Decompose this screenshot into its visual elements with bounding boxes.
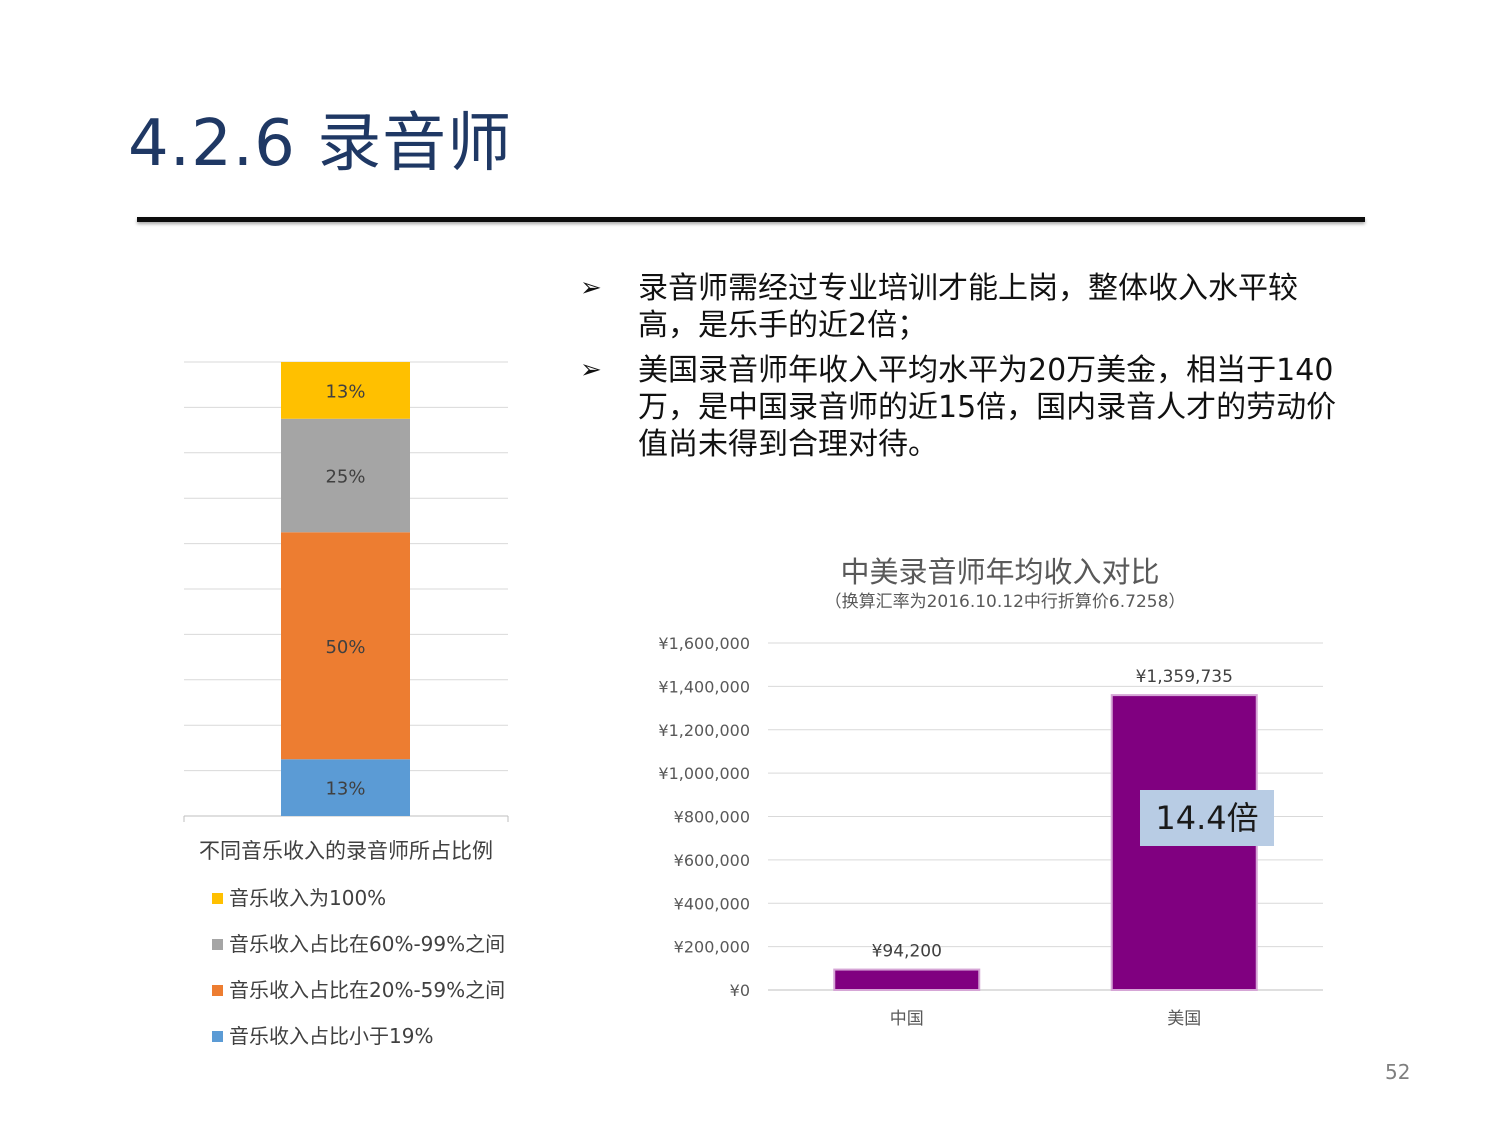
stacked-segment-label: 50% bbox=[325, 637, 365, 658]
income-chart-title: 中美录音师年均收入对比 bbox=[840, 555, 1159, 589]
stacked-bar-segment bbox=[281, 759, 410, 816]
arrow-bullet-icon: ➢ bbox=[580, 273, 602, 303]
bullet-item: ➢ 录音师需经过专业培训才能上岗，整体收入水平较高，是乐手的近2倍； bbox=[578, 270, 1348, 344]
page-number: 52 bbox=[1385, 1060, 1411, 1084]
income-y-tick-label: ¥600,000 bbox=[674, 851, 750, 870]
arrow-bullet-icon: ➢ bbox=[580, 355, 602, 385]
stacked-segment-label: 13% bbox=[325, 381, 365, 402]
stacked-bar-segment bbox=[281, 418, 410, 533]
legend-label: 音乐收入占比在20%-59%之间 bbox=[229, 978, 506, 1002]
bullet-list: ➢ 录音师需经过专业培训才能上岗，整体收入水平较高，是乐手的近2倍； ➢ 美国录… bbox=[578, 270, 1348, 471]
legend-item: 音乐收入占比小于19% bbox=[212, 1013, 505, 1059]
ratio-callout: 14.4倍 bbox=[1140, 790, 1274, 846]
legend-swatch bbox=[212, 1030, 223, 1042]
stacked-bar-segment bbox=[281, 532, 410, 760]
bullet-text: 录音师需经过专业培训才能上岗，整体收入水平较高，是乐手的近2倍； bbox=[638, 271, 1298, 343]
income-y-tick-label: ¥1,000,000 bbox=[658, 764, 750, 783]
legend-item: 音乐收入为100% bbox=[212, 875, 505, 921]
legend-swatch bbox=[212, 892, 223, 904]
income-y-tick-label: ¥800,000 bbox=[674, 808, 750, 827]
income-y-tick-label: ¥400,000 bbox=[674, 894, 750, 913]
income-y-tick-label: ¥1,400,000 bbox=[658, 677, 750, 696]
income-chart-subtitle: （换算汇率为2016.10.12中行折算价6.7258） bbox=[825, 592, 1186, 612]
slide-title: 4.2.6 录音师 bbox=[128, 107, 513, 181]
legend-item: 音乐收入占比在20%-59%之间 bbox=[212, 967, 505, 1013]
legend-label: 音乐收入占比在60%-99%之间 bbox=[229, 932, 506, 956]
income-y-tick-label: ¥1,200,000 bbox=[658, 721, 750, 740]
income-bar bbox=[833, 968, 981, 991]
income-x-tick-label: 中国 bbox=[890, 1009, 924, 1029]
stacked-chart-title: 不同音乐收入的录音师所占比例 bbox=[199, 839, 493, 863]
income-y-tick-label: ¥1,600,000 bbox=[658, 634, 750, 653]
income-y-tick-label: ¥0 bbox=[730, 981, 750, 1000]
bullet-item: ➢ 美国录音师年收入平均水平为20万美金，相当于140万，是中国录音师的近15倍… bbox=[578, 352, 1348, 463]
legend-swatch bbox=[212, 938, 223, 950]
legend-label: 音乐收入占比小于19% bbox=[229, 1024, 434, 1048]
stacked-chart-legend: 音乐收入为100% 音乐收入占比在60%-99%之间 音乐收入占比在20%-59%之… bbox=[212, 875, 505, 1059]
bullet-text: 美国录音师年收入平均水平为20万美金，相当于140万，是中国录音师的近15倍，国… bbox=[638, 353, 1337, 462]
legend-item: 音乐收入占比在60%-99%之间 bbox=[212, 921, 505, 967]
stacked-segment-label: 25% bbox=[325, 467, 365, 488]
legend-label: 音乐收入为100% bbox=[229, 886, 387, 910]
title-divider bbox=[137, 217, 1365, 222]
stacked-segment-label: 13% bbox=[325, 779, 365, 800]
stacked-bar-segment bbox=[281, 362, 410, 419]
income-data-label: ¥94,200 bbox=[872, 942, 942, 962]
income-data-label: ¥1,359,735 bbox=[1136, 667, 1233, 687]
income-y-tick-label: ¥200,000 bbox=[674, 938, 750, 957]
income-x-tick-label: 美国 bbox=[1167, 1009, 1201, 1029]
legend-swatch bbox=[212, 984, 223, 996]
